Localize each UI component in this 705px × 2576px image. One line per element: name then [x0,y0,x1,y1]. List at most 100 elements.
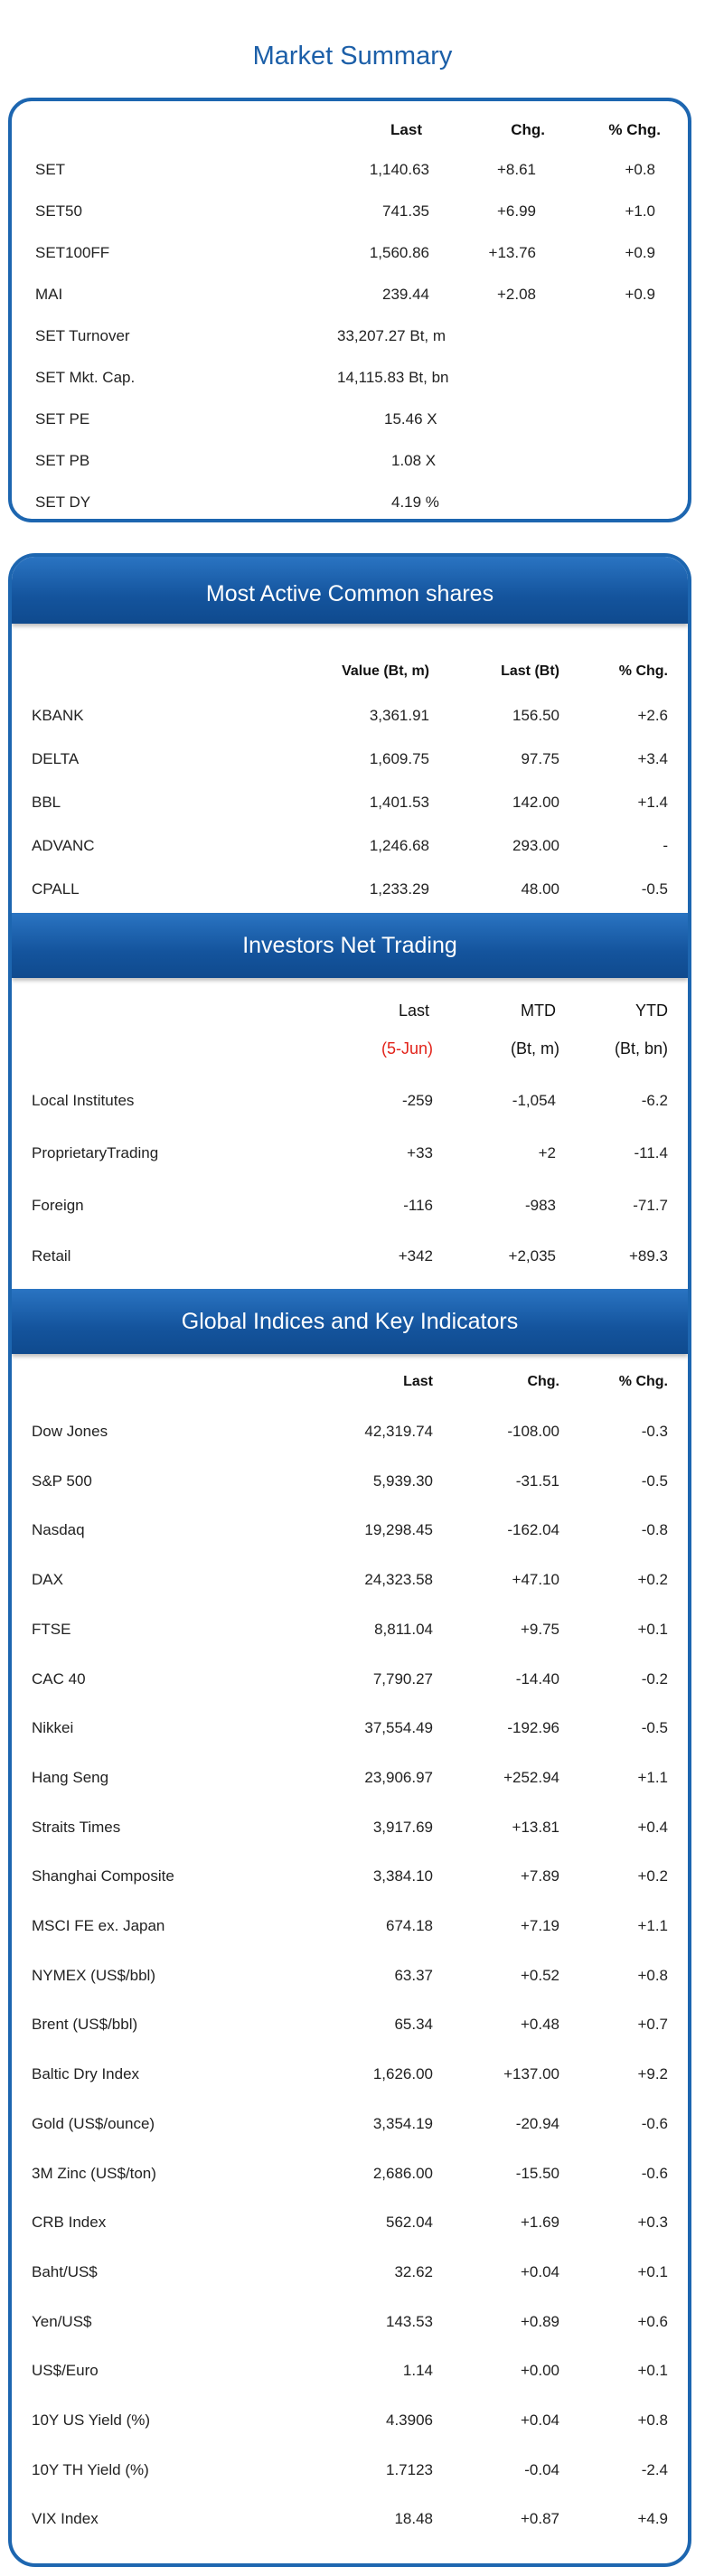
gi-row-pct: -2.4 [641,2460,668,2478]
iv-row-last: +33 [407,1144,433,1161]
gi-row-chg: +0.48 [520,2016,559,2034]
gi-row-last: 18.48 [394,2510,433,2528]
ms-row-pct: +0.9 [625,244,655,261]
ms-stat-row: SET PB 1.08 X [12,452,688,494]
ms-row-chg: +8.61 [496,161,536,178]
ma-header-last: Last (Bt) [501,663,559,679]
gi-row-chg: -162.04 [507,1521,559,1539]
gi-row-name: US$/Euro [32,2362,99,2380]
ms-header-last: Last [390,121,422,138]
ma-row-pct: +2.6 [637,707,668,724]
ms-row-name: SET [35,161,66,178]
ma-row-value: 1,609.75 [369,750,429,767]
ms-row-last: 239.44 [382,286,429,303]
gi-row-last: 24,323.58 [364,1571,433,1589]
gi-row-chg: +0.87 [520,2510,559,2528]
ma-row-value: 1,401.53 [369,794,429,811]
gi-row-pct: -0.3 [641,1423,668,1440]
iv-row-mtd: -1,054 [512,1092,556,1109]
gi-header-chg: Chg. [527,1374,559,1389]
gi-row-chg: -15.50 [515,2164,559,2182]
gi-row-pct: -0.5 [641,1471,668,1490]
gi-row-pct: +1.1 [637,1768,668,1786]
gi-row-name: 10Y US Yield (%) [32,2411,151,2429]
gi-row-chg: +7.19 [520,1917,559,1934]
ma-row-name: KBANK [32,707,84,724]
ms-stat-name: SET DY [35,494,91,511]
gi-row-name: 3M Zinc (US$/ton) [32,2164,156,2182]
iv-header-ytd-unit: (Bt, bn) [614,1039,668,1058]
gi-row-chg: +1.69 [520,2214,559,2232]
gi-row-name: FTSE [32,1620,71,1638]
gi-row-chg: -31.51 [515,1471,559,1490]
ms-stat-row: SET DY 4.19 % [12,494,688,535]
ms-row-name: MAI [35,286,63,303]
gi-row-name: Dow Jones [32,1423,108,1440]
gi-row-chg: +0.00 [520,2362,559,2380]
ms-stat-row: SET Mkt. Cap. 14,115.83 Bt, bn [12,369,688,410]
gi-row-last: 37,554.49 [364,1719,433,1737]
iv-row-name: Foreign [32,1197,84,1214]
ms-row-chg: +13.76 [488,244,536,261]
ma-row-pct: - [663,837,668,854]
ma-row-pct: +3.4 [637,750,668,767]
ma-row-last: 97.75 [521,750,559,767]
gi-row-chg: +47.10 [512,1571,559,1589]
ms-row-chg: +2.08 [496,286,536,303]
gi-row-name: MSCI FE ex. Japan [32,1917,165,1934]
iv-header-mtd-unit: (Bt, m) [511,1039,559,1058]
gi-row-pct: +0.3 [637,2214,668,2232]
gi-row-name: Baht/US$ [32,2262,98,2280]
gi-row-pct: +4.9 [637,2510,668,2528]
ma-row-pct: -0.5 [641,880,668,898]
gi-row-pct: +0.1 [637,2262,668,2280]
gi-row-name: Nikkei [32,1719,74,1737]
gi-row-last: 65.34 [394,2016,433,2034]
iv-row-last: -259 [401,1092,433,1109]
page-title: Market Summary [252,42,453,71]
gi-row-chg: +0.52 [520,1966,559,1984]
gi-row-pct: +0.2 [637,1571,668,1589]
ms-stat-name: SET Mkt. Cap. [35,369,136,386]
gi-header-pct: % Chg. [618,1374,668,1389]
ms-row: SET100FF 1,560.86 +13.76 +0.9 [12,244,688,286]
gi-row-pct: +0.1 [637,2362,668,2380]
gi-row-last: 1.14 [402,2362,433,2380]
ms-row-last: 1,140.63 [369,161,429,178]
gi-row-chg: +137.00 [503,2065,559,2083]
market-summary-box: Last Chg. % Chg. SET 1,140.63 +8.61 +0.8… [8,98,691,522]
gi-row-pct: -0.2 [641,1669,668,1688]
ms-stat-name: SET PB [35,452,90,469]
gi-row-chg: +13.81 [512,1818,559,1836]
gi-row-pct: +0.7 [637,2016,668,2034]
gi-row-name: CAC 40 [32,1669,86,1688]
ms-row-pct: +1.0 [625,202,655,220]
ms-row: MAI 239.44 +2.08 +0.9 [12,286,688,327]
gi-row-pct: -0.6 [641,2114,668,2132]
ma-row-name: ADVANC [32,837,95,854]
ms-stat-row: SET PE 15.46 X [12,410,688,452]
global-indices-header: Global Indices and Key Indicators [12,1289,688,1354]
ma-row-last: 48.00 [521,880,559,898]
ma-row-name: CPALL [32,880,80,898]
iv-row-mtd: +2 [538,1144,556,1161]
ms-row: SET50 741.35 +6.99 +1.0 [12,202,688,244]
gi-row-name: S&P 500 [32,1471,92,1490]
gi-row-pct: -0.5 [641,1719,668,1737]
ms-row-last: 741.35 [382,202,429,220]
iv-row-ytd: -6.2 [641,1092,668,1109]
gi-row-name: Straits Times [32,1818,121,1836]
gi-row-chg: -0.04 [524,2460,559,2478]
gi-row-name: VIX Index [32,2510,99,2528]
ms-row: SET 1,140.63 +8.61 +0.8 [12,161,688,202]
ma-row-name: BBL [32,794,61,811]
gi-row-pct: +9.2 [637,2065,668,2083]
investors-header: Investors Net Trading [12,913,688,978]
ms-row-last: 1,560.86 [369,244,429,261]
ms-stat-row: SET Turnover 33,207.27 Bt, m [12,327,688,369]
market-panel: Most Active Common shares Value (Bt, m) … [8,553,691,2567]
gi-row-chg: +252.94 [503,1768,559,1786]
iv-header-ytd: YTD [635,1001,668,1020]
gi-row-chg: +7.89 [520,1867,559,1885]
gi-row-name: Hang Seng [32,1768,109,1786]
